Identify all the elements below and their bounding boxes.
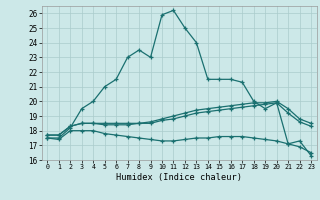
X-axis label: Humidex (Indice chaleur): Humidex (Indice chaleur) bbox=[116, 173, 242, 182]
